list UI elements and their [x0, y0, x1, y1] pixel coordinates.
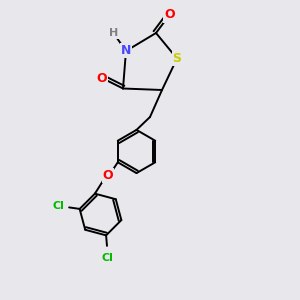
Text: N: N — [121, 44, 131, 58]
Text: S: S — [172, 52, 182, 65]
Text: H: H — [110, 28, 118, 38]
Text: O: O — [97, 71, 107, 85]
Text: O: O — [103, 169, 113, 182]
Text: O: O — [164, 8, 175, 22]
Text: Cl: Cl — [102, 253, 113, 263]
Text: Cl: Cl — [53, 201, 64, 211]
